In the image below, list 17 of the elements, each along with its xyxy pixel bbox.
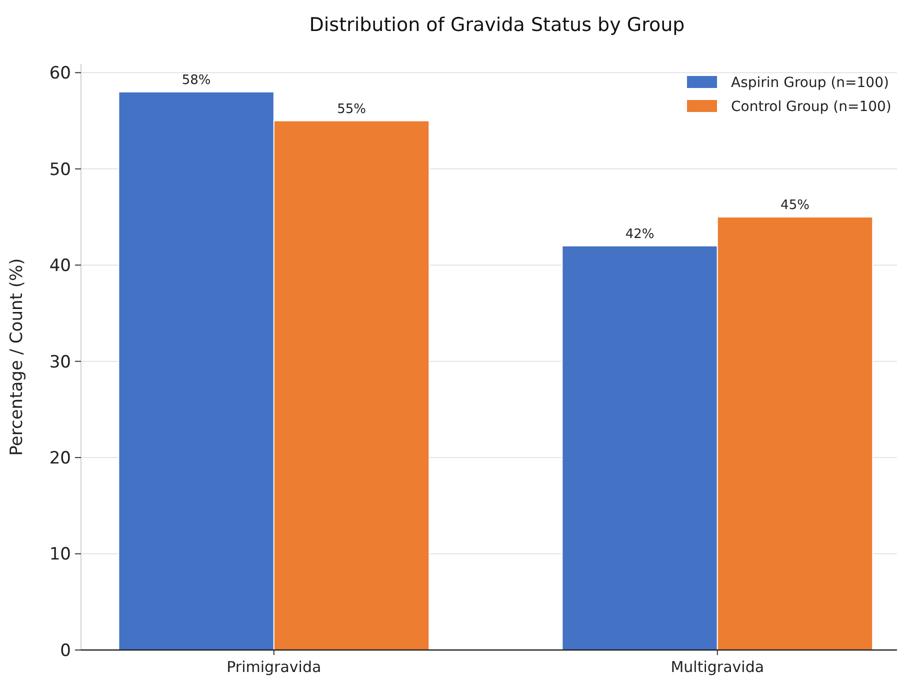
y-tick-label: 60 bbox=[49, 64, 71, 84]
data-label: 45% bbox=[780, 198, 810, 213]
data-label: 58% bbox=[182, 72, 211, 88]
y-tick-label: 30 bbox=[49, 352, 71, 372]
y-axis-title: Percentage / Count (%) bbox=[7, 258, 27, 456]
y-tick-label: 10 bbox=[49, 544, 71, 565]
data-label: 55% bbox=[337, 102, 366, 117]
x-tick-label: Primigravida bbox=[226, 658, 322, 676]
y-tick-label: 50 bbox=[49, 160, 71, 180]
data-label: 42% bbox=[625, 226, 654, 242]
x-tick-label: Multigravida bbox=[670, 658, 764, 676]
y-tick-label: 40 bbox=[49, 256, 71, 276]
legend-label: Control Group (n=100) bbox=[731, 98, 892, 115]
legend-label: Aspirin Group (n=100) bbox=[731, 74, 889, 91]
y-tick-label: 0 bbox=[60, 640, 71, 661]
chart-title: Distribution of Gravida Status by Group bbox=[309, 14, 685, 36]
y-tick-label: 20 bbox=[49, 448, 71, 469]
